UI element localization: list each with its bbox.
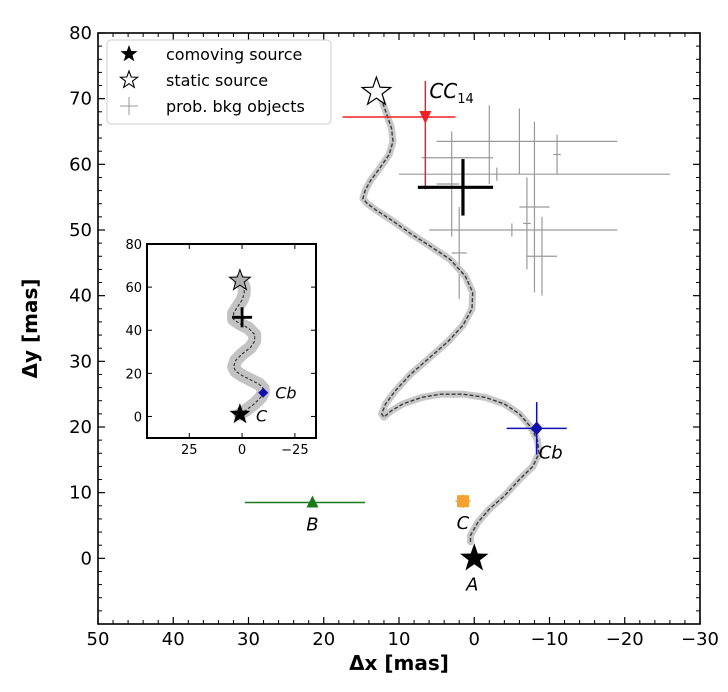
inset-static-star — [228, 268, 252, 291]
candidate-cc-marker — [419, 111, 432, 125]
inset-background — [147, 244, 316, 438]
label-b: B — [306, 515, 318, 536]
legend-comoving-icon — [120, 45, 138, 62]
y-axis-label: Δy [mas] — [18, 279, 42, 379]
inset-y-tick-label: 80 — [125, 238, 142, 253]
inset-cb-marker — [258, 387, 269, 398]
candidate-b-marker — [306, 495, 319, 508]
y-tick-label: 30 — [69, 351, 92, 372]
inset-x-tick-label: −25 — [281, 443, 308, 458]
inset-label-c: C — [256, 406, 268, 425]
legend: comoving source static source prob. bkg ob… — [106, 39, 332, 125]
y-tick-label: 80 — [69, 23, 92, 44]
label-cb: Cb — [539, 442, 563, 463]
x-tick-label: −30 — [681, 629, 719, 650]
label-c: C — [457, 513, 470, 534]
y-tick-label: 60 — [69, 154, 92, 175]
track-line — [362, 88, 540, 542]
inset-plot: Cb C 25 0 −25 0 20 40 60 80 — [125, 238, 317, 458]
inset-comoving-star — [229, 403, 251, 424]
label-cc: CC14 — [429, 79, 473, 107]
x-tick-label: −10 — [531, 629, 569, 650]
inset-frame — [146, 243, 317, 439]
label-a: A — [465, 574, 478, 595]
inset-label-cb: Cb — [275, 384, 296, 403]
legend-entry-label: prob. bkg objects — [166, 97, 305, 116]
label-cc-subscript: 14 — [457, 92, 474, 107]
candidate-cb-marker — [530, 421, 543, 436]
y-tick-label: 70 — [69, 89, 92, 110]
inset-x-tick-label: 0 — [238, 443, 246, 458]
x-tick-label: −20 — [606, 629, 644, 650]
inset-x-tick-label: 25 — [181, 443, 198, 458]
x-tick-label: 30 — [237, 629, 260, 650]
legend-entry-label: comoving source — [166, 45, 302, 64]
y-tick-label: 10 — [69, 483, 92, 504]
y-tick-label: 40 — [69, 286, 92, 307]
x-tick-label: 10 — [388, 629, 411, 650]
y-tick-label: 50 — [69, 220, 92, 241]
inset-y-tick-label: 60 — [125, 281, 142, 296]
inset-y-tick-label: 0 — [134, 410, 142, 425]
legend-static-icon — [118, 69, 140, 89]
inset-y-tick-label: 20 — [125, 367, 142, 382]
y-tick-label: 20 — [69, 417, 92, 438]
x-tick-label: 50 — [87, 629, 110, 650]
x-tick-label: 0 — [469, 629, 480, 650]
static-star-marker — [360, 75, 393, 106]
y-tick-label: 0 — [81, 548, 92, 569]
legend-entry-label: static source — [166, 71, 268, 90]
candidate-c-marker — [456, 495, 469, 508]
legend-frame — [106, 39, 332, 125]
x-axis-label: Δx [mas] — [349, 651, 449, 675]
inset-y-tick-label: 40 — [125, 324, 142, 339]
comoving-star-marker — [460, 543, 489, 571]
x-tick-label: 40 — [162, 629, 185, 650]
x-tick-label: 20 — [312, 629, 335, 650]
